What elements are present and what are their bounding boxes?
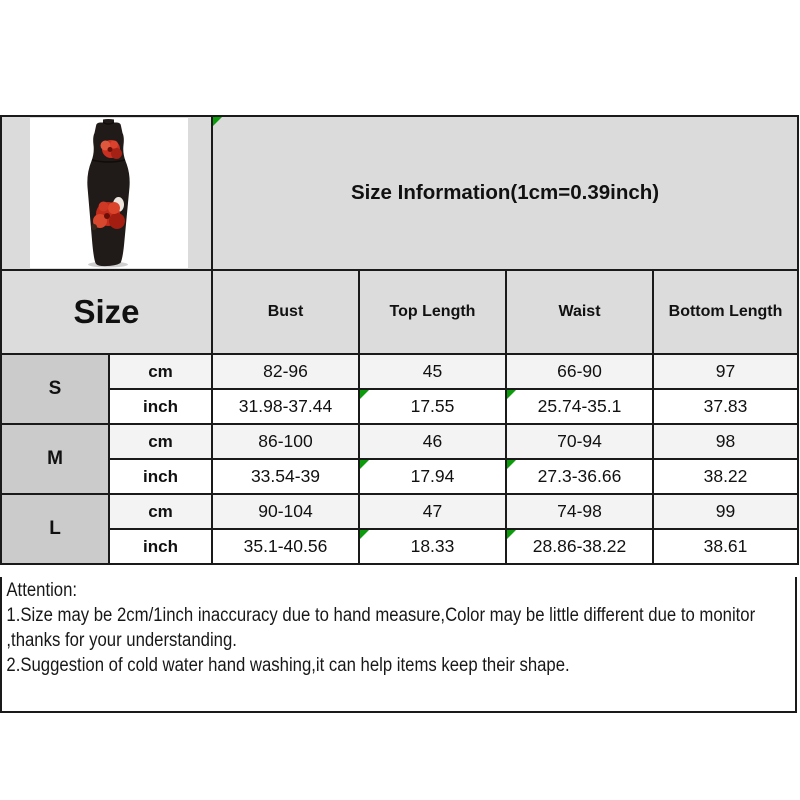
attention-note-box: Attention: 1.Size may be 2cm/1inch inacc…	[0, 577, 797, 713]
size-information-title: Size Information(1cm=0.39inch)	[350, 181, 660, 204]
m-cm-bust: 86-100	[211, 423, 360, 460]
hip-flower	[91, 197, 125, 230]
size-chart-table: Size Information(1cm=0.39inch) Size Bust…	[0, 115, 800, 565]
attention-line-2: ,thanks for your understanding.	[6, 630, 237, 651]
row-l-inch: inch 35.1-40.56 18.33 28.86-38.22 38.61	[1, 528, 800, 565]
size-corner-label: Size	[0, 269, 213, 355]
size-label-s: S	[0, 353, 110, 425]
s-cm-top-length: 45	[358, 353, 507, 390]
attention-line-3: 2.Suggestion of cold water hand washing,…	[6, 655, 570, 676]
chest-flower	[100, 140, 122, 159]
green-corner-marker-icon	[508, 531, 516, 539]
row-s-cm: S cm 82-96 45 66-90 97	[0, 353, 800, 425]
s-cm-waist: 66-90	[505, 353, 654, 390]
attention-line-1: 1.Size may be 2cm/1inch inaccuracy due t…	[6, 605, 756, 626]
m-inch-bottom-length: 38.22	[651, 458, 800, 495]
green-corner-marker-icon	[361, 391, 369, 399]
m-inch-waist: 27.3-36.66	[505, 458, 654, 495]
size-label-m: M	[0, 423, 110, 495]
m-inch-top-length-value: 17.94	[410, 466, 455, 486]
size-information-title-cell: Size Information(1cm=0.39inch)	[210, 115, 800, 271]
m-cm-bottom-length: 98	[651, 423, 800, 460]
unit-cm: cm	[108, 353, 213, 390]
dress-image-icon	[87, 119, 130, 268]
size-label-l: L	[0, 493, 110, 565]
l-inch-bottom-length: 38.61	[651, 528, 800, 565]
row-m-cm: M cm 86-100 46 70-94 98	[0, 423, 800, 495]
l-cm-bottom-length: 99	[651, 493, 800, 530]
green-corner-marker-icon	[508, 391, 516, 399]
unit-inch: inch	[108, 528, 213, 565]
green-corner-marker-icon	[361, 531, 369, 539]
m-inch-bust: 33.54-39	[211, 458, 360, 495]
s-inch-waist: 25.74-35.1	[505, 388, 654, 425]
row-l-cm: L cm 90-104 47 74-98 99	[0, 493, 800, 565]
row-s-inch: inch 31.98-37.44 17.55 25.74-35.1 37.83	[1, 388, 800, 425]
l-inch-waist: 28.86-38.22	[505, 528, 654, 565]
column-header-row: Size Bust Top Length Waist Bottom Length	[0, 269, 800, 355]
row-m-inch: inch 33.54-39 17.94 27.3-36.66 38.22	[1, 458, 800, 495]
unit-cm: cm	[108, 493, 213, 530]
column-header-waist: Waist	[505, 269, 654, 355]
s-inch-top-length-value: 17.55	[410, 396, 455, 416]
l-cm-waist: 74-98	[505, 493, 654, 530]
unit-inch: inch	[108, 388, 213, 425]
l-inch-waist-value: 28.86-38.22	[532, 536, 627, 556]
header-row: Size Information(1cm=0.39inch)	[0, 115, 800, 271]
s-cm-bottom-length: 97	[651, 353, 800, 390]
s-inch-bust: 31.98-37.44	[211, 388, 360, 425]
green-corner-marker-icon	[361, 461, 369, 469]
s-cm-bust: 82-96	[211, 353, 360, 390]
l-cm-top-length: 47	[358, 493, 507, 530]
l-inch-top-length-value: 18.33	[410, 536, 455, 556]
m-cm-waist: 70-94	[505, 423, 654, 460]
m-inch-waist-value: 27.3-36.66	[537, 466, 622, 486]
column-header-bust: Bust	[211, 269, 360, 355]
product-photo-cell	[0, 115, 213, 271]
attention-heading: Attention:	[6, 580, 78, 601]
green-corner-marker-icon	[508, 461, 516, 469]
m-cm-top-length: 46	[358, 423, 507, 460]
l-inch-bust: 35.1-40.56	[211, 528, 360, 565]
s-inch-top-length: 17.55	[358, 388, 507, 425]
l-cm-bust: 90-104	[211, 493, 360, 530]
l-inch-top-length: 18.33	[358, 528, 507, 565]
column-header-top-length: Top Length	[358, 269, 507, 355]
green-corner-marker-icon	[214, 118, 222, 126]
s-inch-waist-value: 25.74-35.1	[537, 396, 622, 416]
column-header-bottom-length: Bottom Length	[651, 269, 800, 355]
unit-inch: inch	[108, 458, 213, 495]
product-photo	[30, 118, 188, 268]
m-inch-top-length: 17.94	[358, 458, 507, 495]
s-inch-bottom-length: 37.83	[651, 388, 800, 425]
unit-cm: cm	[108, 423, 213, 460]
